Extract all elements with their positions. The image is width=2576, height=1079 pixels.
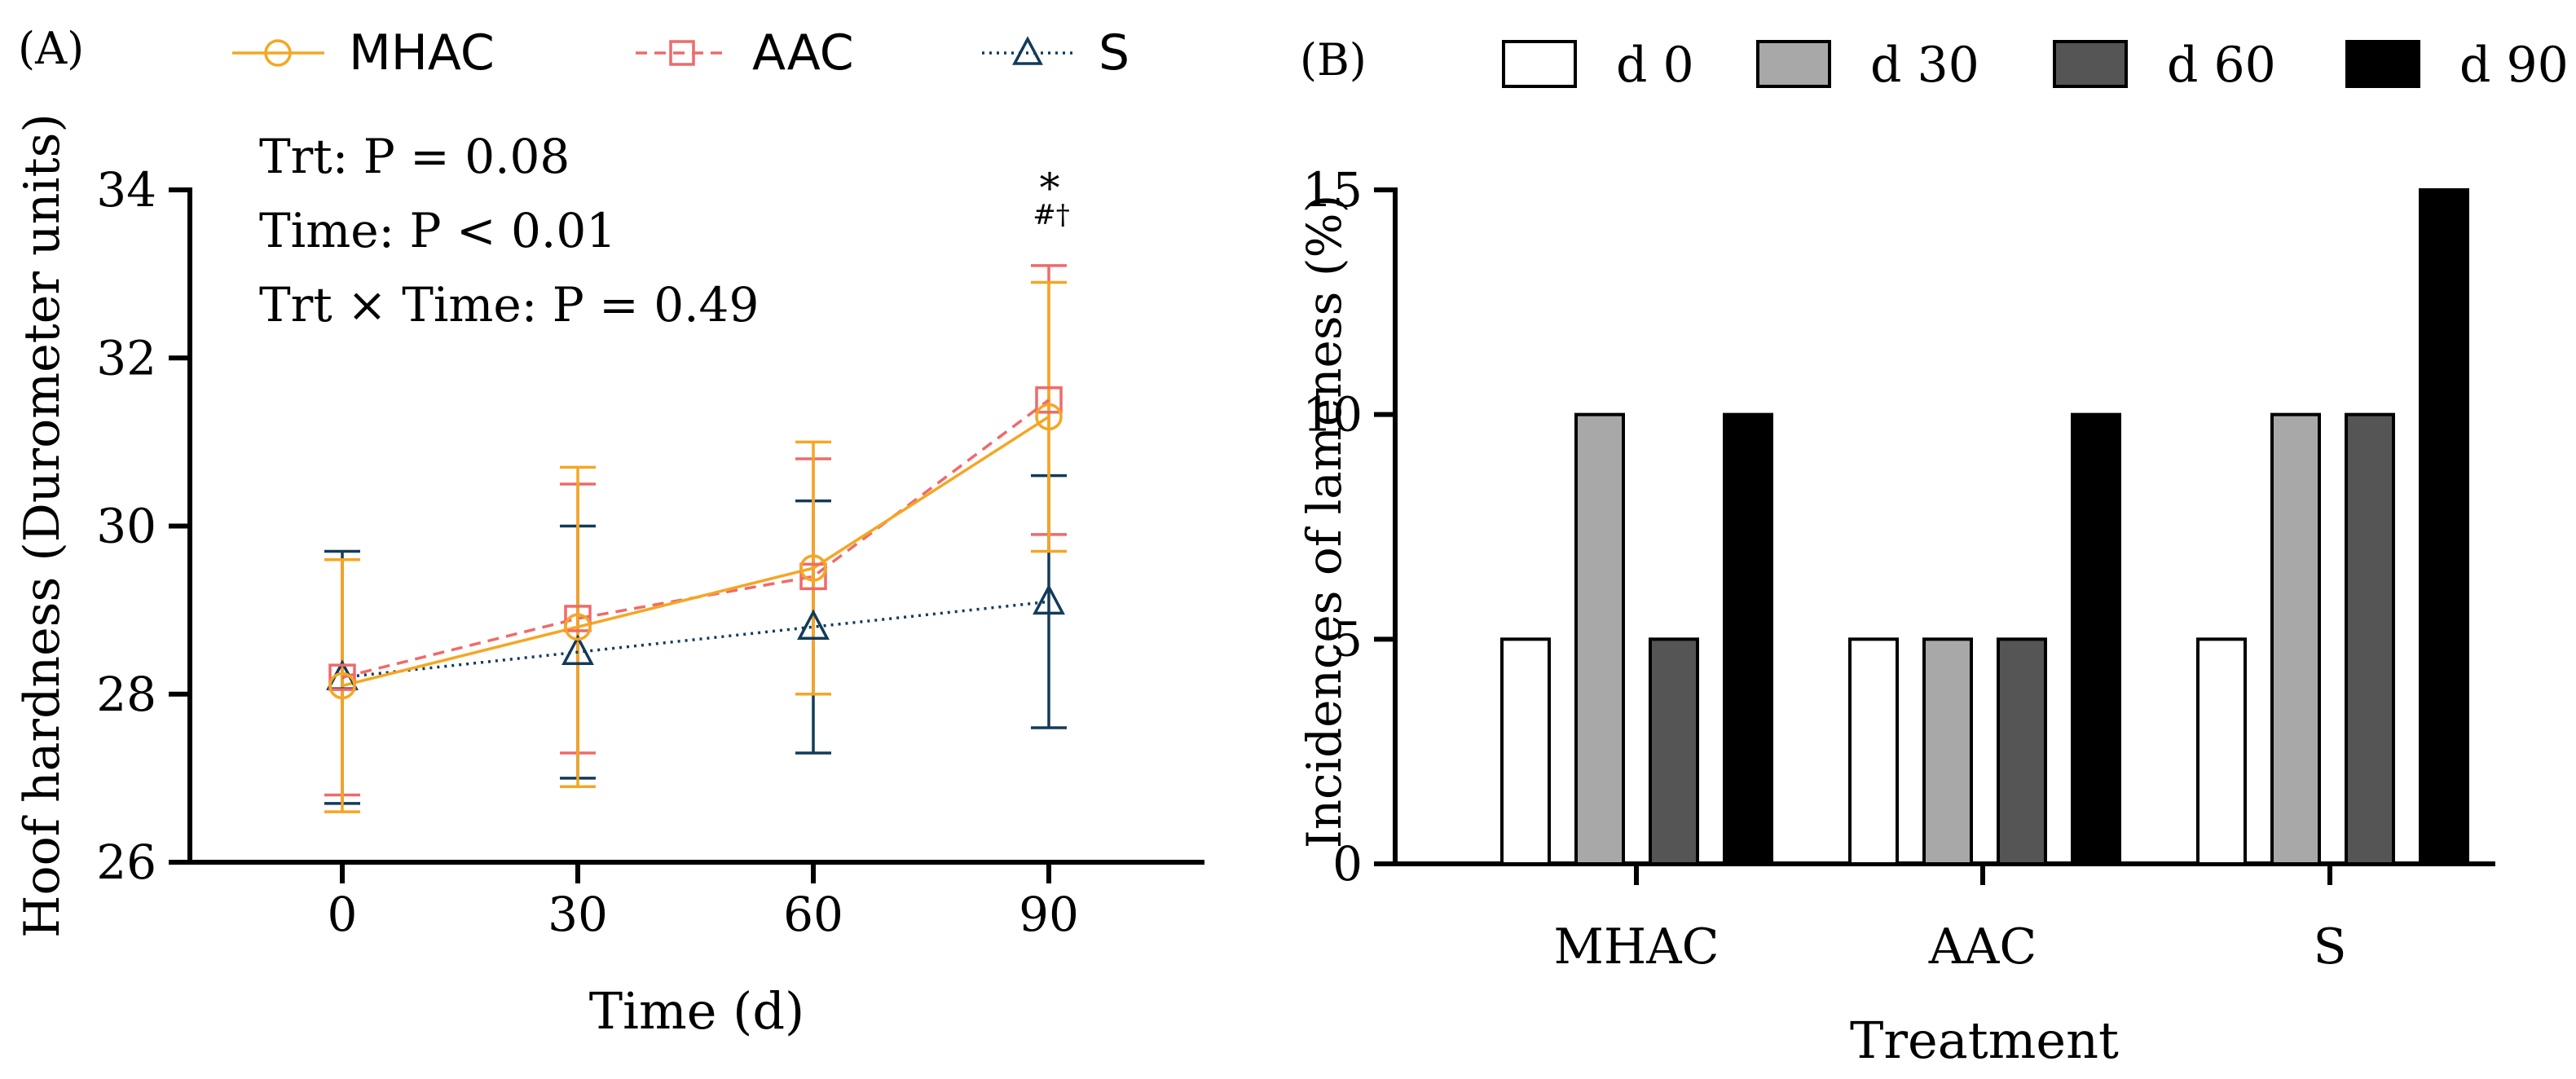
- bar-mhac-d60: [1649, 637, 1699, 865]
- point-mhac: [799, 554, 827, 582]
- legend-swatch: [2053, 40, 2128, 88]
- x-tick-label-a: 90: [1019, 887, 1079, 942]
- bar-s-d60: [2345, 412, 2395, 865]
- point-s: [1033, 584, 1065, 615]
- legend-swatch: [2345, 40, 2420, 88]
- point-aac: [328, 663, 356, 691]
- y-axis-label-b: Incidences of lameness (%): [1297, 195, 1352, 848]
- bar-mhac-d30: [1574, 412, 1625, 865]
- y-tick-label-b: 5: [1332, 611, 1363, 667]
- point-s: [561, 634, 594, 665]
- category-label-mhac: MHAC: [1554, 918, 1720, 976]
- bar-aac-d90: [2071, 412, 2121, 865]
- x-ticks-a: 0 30 60 90: [328, 862, 1079, 942]
- y-ticks-a: 26 28 30 32 34: [96, 162, 190, 890]
- legend-label: d 90: [2459, 37, 2569, 94]
- legend-item-d90: d 90: [2345, 37, 2569, 94]
- point-mhac: [564, 613, 592, 641]
- bar-aac-d30: [1922, 637, 1973, 865]
- y-tick-label-b: 10: [1302, 387, 1363, 443]
- series-mhac-errorbars: [324, 280, 1067, 813]
- circle-marker-icon: [264, 39, 292, 67]
- stat-trt: Trt: P = 0.08: [259, 129, 570, 184]
- legend-label: d 30: [1870, 37, 1979, 94]
- stat-time: Time: P < 0.01: [259, 203, 616, 258]
- point-aac: [1035, 386, 1063, 414]
- category-label-aac: AAC: [1928, 918, 2037, 976]
- y-ticks-b: 0 5 10 15: [1302, 162, 1395, 892]
- y-tick-label-a: 34: [96, 162, 156, 218]
- significance-star: *: [1040, 165, 1060, 212]
- series-s-errorbars: [324, 473, 1067, 805]
- stat-trt-time: Trt × Time: P = 0.49: [259, 277, 759, 333]
- x-tick-label-a: 60: [783, 887, 843, 942]
- x-tick-label-a: 30: [548, 887, 608, 942]
- panel-a: (A) MHAC AAC S Trt: P = 0.08 Time: P < 0…: [14, 23, 1204, 1041]
- legend-item-d30: d 30: [1756, 37, 1979, 94]
- x-tick-label-a: 0: [328, 887, 358, 942]
- legend-label-s: S: [1099, 24, 1129, 81]
- legend-item-d0: d 0: [1502, 37, 1694, 94]
- y-tick-label-a: 26: [96, 835, 156, 890]
- legend-a: MHAC AAC S: [232, 24, 1129, 81]
- bar-s-d30: [2270, 412, 2321, 865]
- legend-swatch: [1502, 40, 1577, 88]
- square-marker-icon: [669, 40, 695, 66]
- legend-item-aac: AAC: [636, 24, 854, 81]
- panel-b-label: (B): [1300, 34, 1367, 86]
- series-line-aac: [341, 399, 1050, 679]
- y-axis-label-a: Hoof hardness (Durometer units): [14, 113, 71, 938]
- panel-b: (B) d 0 d 30 d 60 d 90 0 5 10 15 MHAC AAC S Inci…: [1297, 34, 2569, 1070]
- series-a: [324, 264, 1067, 813]
- bar-mhac-d0: [1500, 637, 1551, 865]
- legend-item-d60: d 60: [2053, 37, 2276, 94]
- bar-s-d90: [2419, 188, 2469, 865]
- x-ticks-b: MHAC AAC S: [1554, 864, 2347, 976]
- panel-a-label: (A): [18, 23, 84, 74]
- category-label-s: S: [2313, 918, 2346, 976]
- point-mhac: [1035, 403, 1063, 431]
- bar-s-d0: [2196, 637, 2247, 865]
- point-aac: [799, 562, 827, 591]
- legend-item-mhac: MHAC: [232, 24, 495, 81]
- legend-label: d 0: [1616, 37, 1694, 94]
- series-aac-errorbars: [324, 264, 1067, 797]
- point-s: [797, 609, 830, 640]
- legend-item-s: S: [982, 24, 1129, 81]
- bars-b: [1500, 188, 2469, 865]
- legend-label-aac: AAC: [752, 24, 854, 81]
- legend-swatch: [1756, 40, 1831, 88]
- series-line-s: [341, 600, 1050, 679]
- x-axis-label-a: Time (d): [589, 981, 804, 1041]
- x-axis-label-b: Treatment: [1850, 1011, 2119, 1070]
- point-aac: [564, 605, 592, 632]
- y-tick-label-a: 30: [96, 499, 156, 554]
- legend-label-mhac: MHAC: [349, 24, 495, 81]
- legend-label: d 60: [2167, 37, 2276, 94]
- y-tick-label-b: 0: [1332, 836, 1363, 892]
- legend-b: d 0 d 30 d 60 d 90: [1502, 37, 2569, 94]
- triangle-marker-icon: [1012, 36, 1043, 65]
- y-tick-label-a: 28: [96, 667, 156, 722]
- series-line-mhac: [341, 415, 1050, 688]
- bar-aac-d60: [1997, 637, 2047, 865]
- point-mhac: [328, 672, 356, 700]
- bar-mhac-d90: [1723, 412, 1773, 865]
- significance-hash-dagger: #†: [1033, 199, 1070, 231]
- y-tick-label-b: 15: [1302, 162, 1363, 218]
- y-tick-label-a: 32: [96, 330, 156, 385]
- bar-aac-d0: [1848, 637, 1899, 865]
